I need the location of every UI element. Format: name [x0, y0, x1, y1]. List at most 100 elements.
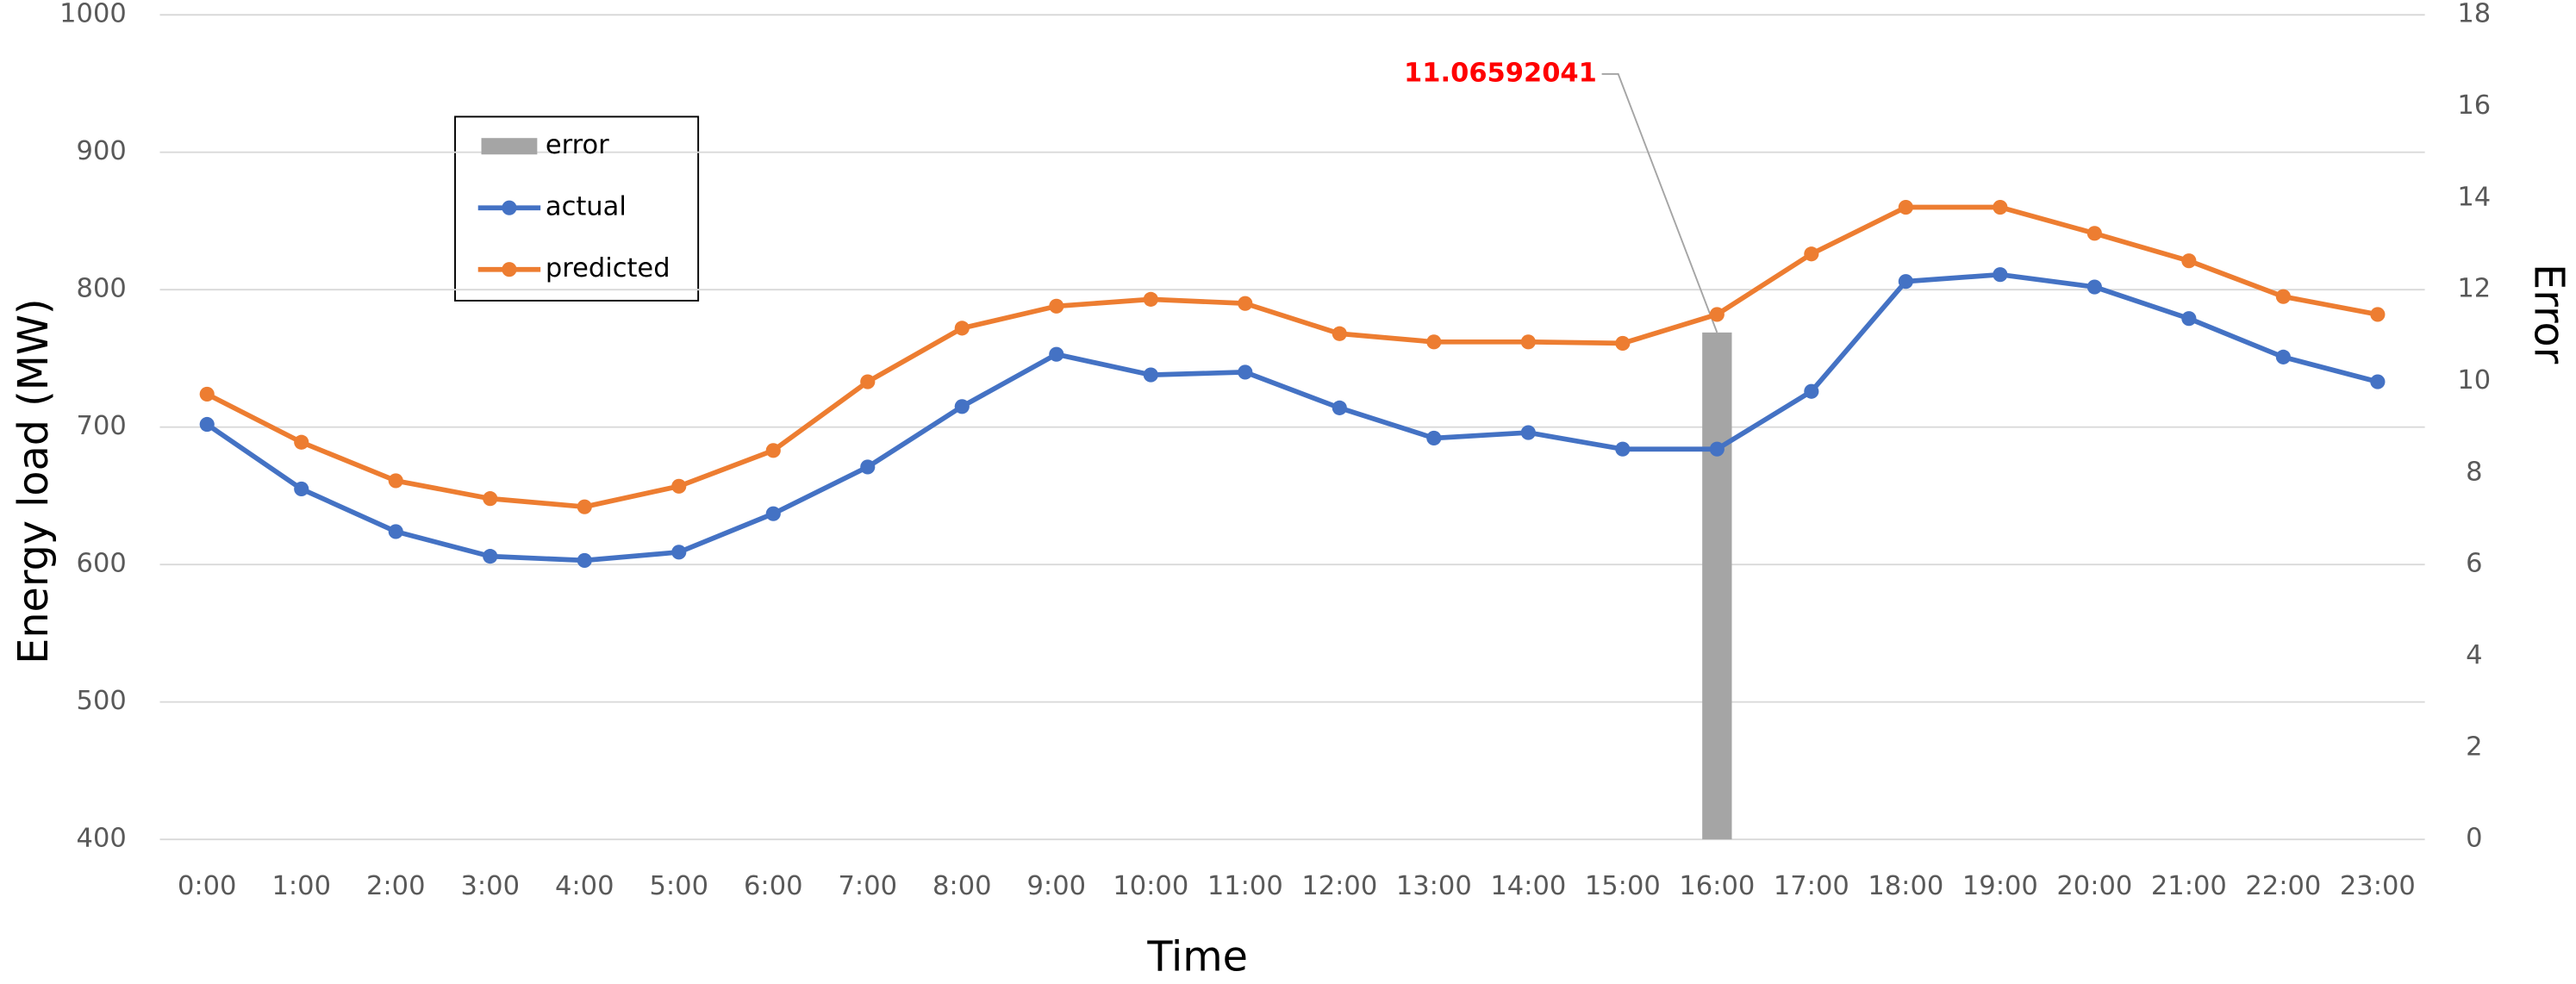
point [294, 481, 309, 497]
point [388, 524, 403, 539]
y2-tick-label: 8 [2466, 457, 2482, 487]
x-tick-label: 15:00 [1585, 871, 1661, 901]
point [199, 416, 215, 433]
x-tick-label: 14:00 [1490, 871, 1566, 901]
point [388, 473, 403, 489]
point [1709, 307, 1725, 322]
data-label: 11.06592041 [1404, 58, 1597, 88]
x-tick-label: 9:00 [1027, 871, 1087, 901]
point [954, 399, 970, 414]
x-tick-label: 6:00 [744, 871, 802, 901]
y-tick-label: 900 [77, 136, 127, 166]
y-axis-title: Energy load (MW) [10, 298, 58, 663]
x-tick-label: 10:00 [1113, 871, 1188, 901]
y-tick-label: 1000 [59, 0, 127, 29]
point [1426, 334, 1442, 350]
y2-tick-label: 4 [2466, 640, 2482, 670]
point [1993, 267, 2008, 283]
point [1049, 346, 1064, 362]
x-tick-label: 11:00 [1207, 871, 1283, 901]
y-tick-label: 600 [77, 549, 127, 579]
point [765, 506, 781, 521]
point [2275, 289, 2291, 304]
x-tick-label: 8:00 [932, 871, 992, 901]
y2-tick-label: 0 [2466, 824, 2482, 854]
y2-tick-label: 12 [2457, 274, 2491, 304]
series-line [205, 271, 2379, 564]
point [1143, 291, 1158, 307]
point [860, 459, 876, 475]
x-tick-label: 21:00 [2151, 871, 2227, 901]
point [294, 434, 309, 450]
point [483, 549, 498, 564]
y-tick-label: 500 [77, 686, 127, 716]
x-tick-label: 3:00 [460, 871, 520, 901]
series-line [205, 204, 2379, 510]
point [1332, 326, 1347, 341]
y2-tick-label: 2 [2466, 732, 2482, 762]
legend-swatch [481, 138, 538, 155]
point [2181, 253, 2197, 269]
y2-tick-label: 6 [2466, 549, 2482, 579]
point [1804, 246, 1819, 262]
point [1520, 425, 1536, 440]
y-tick-label: 400 [77, 824, 127, 854]
x-tick-label: 20:00 [2056, 871, 2132, 901]
point [2370, 374, 2386, 389]
x-tick-label: 18:00 [1868, 871, 1943, 901]
point [1709, 441, 1725, 457]
y2-tick-label: 16 [2457, 90, 2491, 121]
x-tick-label: 12:00 [1301, 871, 1377, 901]
x-tick-label: 2:00 [366, 871, 426, 901]
point [1143, 367, 1158, 383]
point [2086, 226, 2102, 241]
y2-tick-label: 10 [2457, 365, 2491, 395]
x-tick-label: 22:00 [2245, 871, 2321, 901]
x-tick-label: 13:00 [1396, 871, 1472, 901]
x-tick-label: 19:00 [1962, 871, 2038, 901]
point [1520, 334, 1536, 350]
point [1049, 298, 1064, 314]
point [2275, 349, 2291, 364]
point [2181, 311, 2197, 327]
x-tick-label: 17:00 [1774, 871, 1849, 901]
point [1238, 296, 1253, 311]
point [1332, 400, 1347, 415]
x-tick-label: 4:00 [555, 871, 614, 901]
point [1238, 364, 1253, 380]
point [1615, 441, 1631, 457]
point [577, 499, 592, 514]
legend-label: error [546, 130, 609, 160]
x-tick-label: 16:00 [1679, 871, 1755, 901]
point [671, 478, 687, 494]
point [577, 552, 592, 568]
point [1615, 335, 1631, 351]
point [2086, 279, 2102, 295]
x-tick-label: 7:00 [839, 871, 898, 901]
x-tick-label: 23:00 [2340, 871, 2416, 901]
point [199, 386, 215, 402]
point [483, 491, 498, 507]
y-tick-label: 700 [77, 411, 127, 441]
y2-axis-title: Error [2525, 264, 2573, 364]
point [1993, 199, 2008, 215]
x-tick-label: 5:00 [650, 871, 709, 901]
point [954, 321, 970, 336]
x-tick-label: 0:00 [178, 871, 236, 901]
point [671, 545, 687, 560]
annotation-leader [1601, 72, 1718, 333]
point [2370, 307, 2386, 322]
legend-label: actual [546, 192, 627, 222]
y2-tick-label: 14 [2457, 182, 2491, 212]
point [1804, 383, 1819, 399]
legend-label: predicted [546, 253, 671, 283]
error-bar [1702, 332, 1732, 840]
legend-marker [502, 262, 517, 277]
y2-tick-label: 18 [2457, 0, 2491, 29]
x-axis-title: Time [1146, 933, 1248, 981]
y-tick-label: 800 [77, 274, 127, 304]
x-tick-label: 1:00 [271, 871, 331, 901]
point [1898, 199, 1913, 215]
point [1898, 274, 1913, 290]
